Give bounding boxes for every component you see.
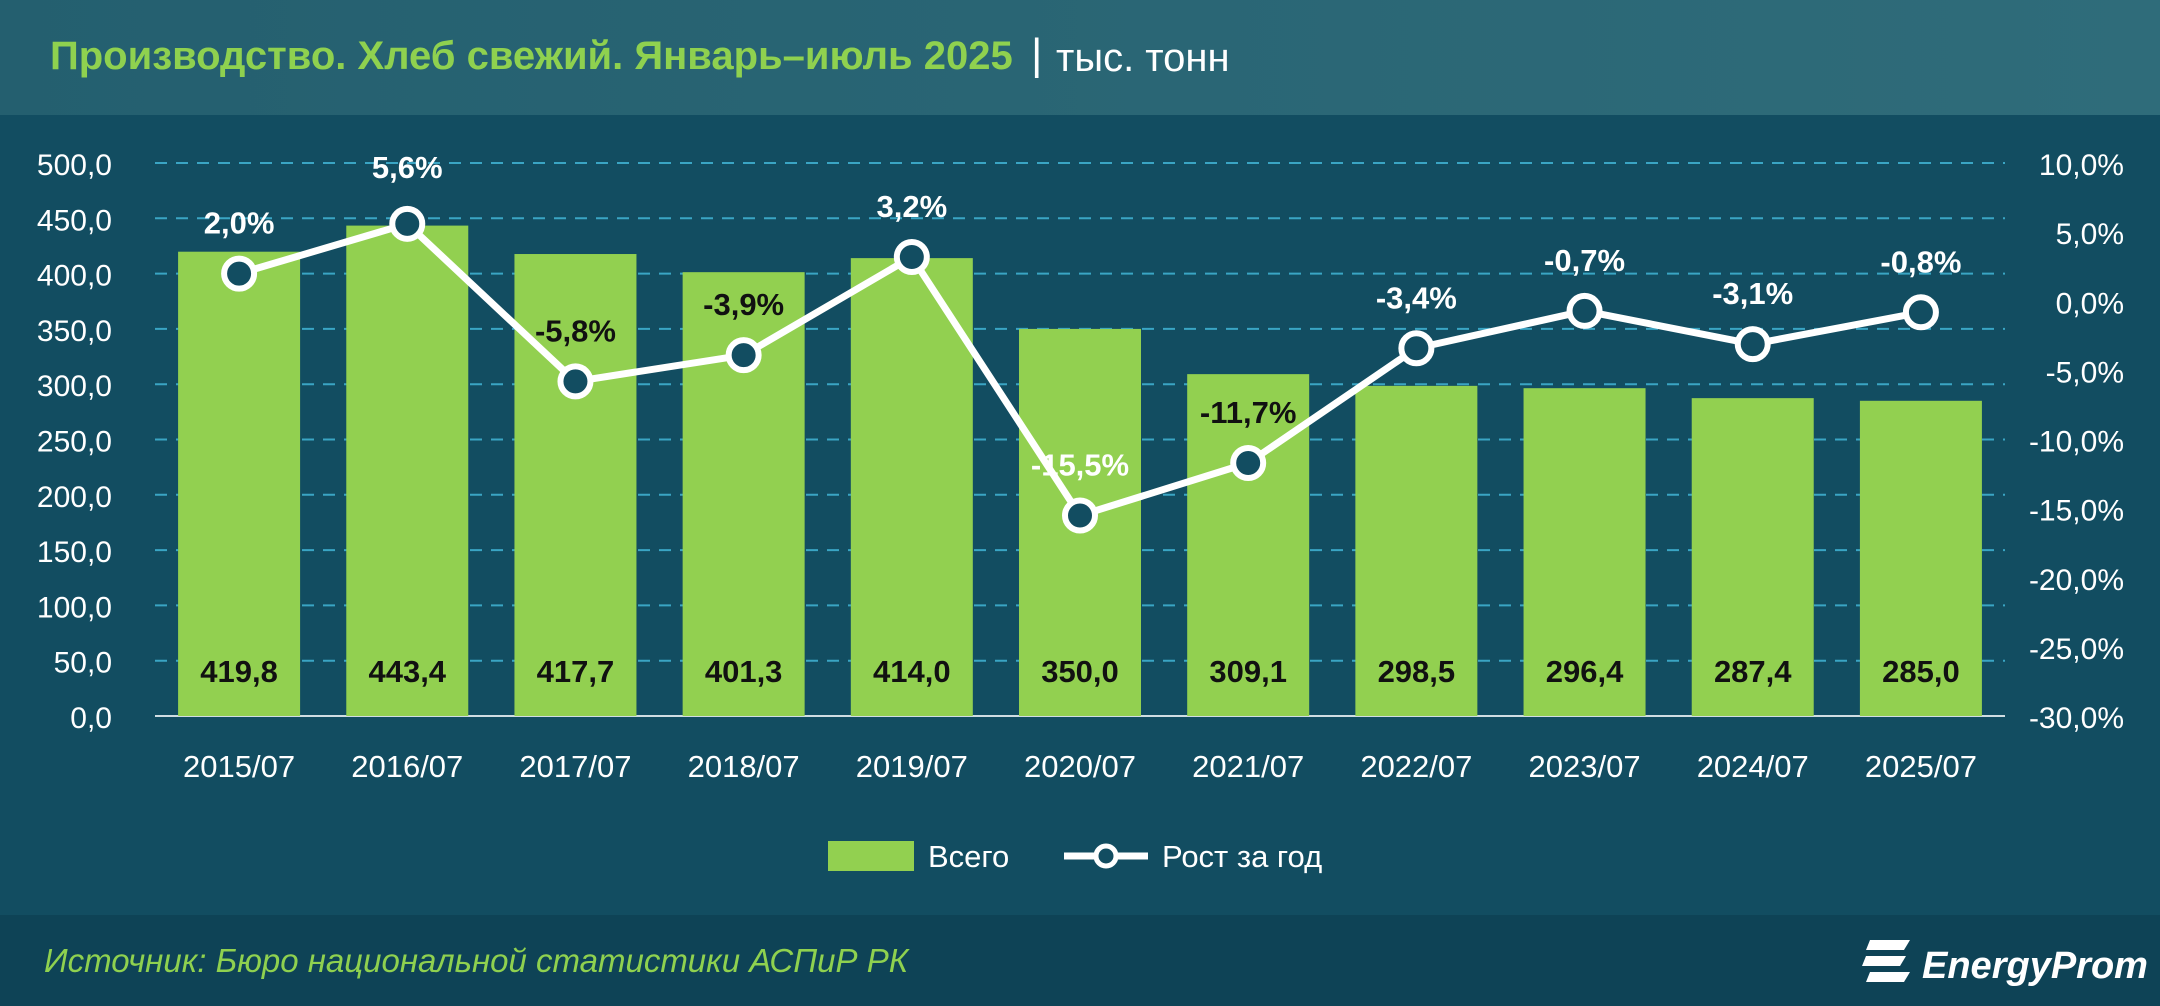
y-left-tick-label: 300,0 (37, 370, 112, 403)
combo-chart: 0,0 50,0 100,0 150,0 200,0 250,0 300,0 350,0 400… (37, 149, 2124, 874)
growth-value-label: -3,4% (1376, 280, 1457, 315)
x-tick-label: 2019/07 (856, 749, 968, 784)
y-right-tick-label: -20,0% (2029, 564, 2124, 597)
chart-footer (0, 915, 2160, 1006)
y-left-tick-label: 400,0 (37, 260, 112, 293)
y-right-tick-label: 5,0% (2056, 218, 2124, 251)
x-tick-label: 2022/07 (1360, 749, 1472, 784)
growth-value-label: -5,8% (535, 313, 616, 348)
y-right-tick-label: -5,0% (2046, 356, 2124, 389)
x-tick-label: 2024/07 (1697, 749, 1809, 784)
source-note: Источник: Бюро национальной статистики А… (44, 942, 909, 979)
growth-point (1734, 326, 1771, 363)
growth-point (893, 239, 930, 276)
legend-label-growth: Рост за год (1162, 839, 1322, 874)
growth-value-label: -11,7% (1200, 395, 1297, 430)
bar-value-label: 443,4 (368, 654, 446, 689)
chart-title: Производство. Хлеб свежий. Январь–июль 2… (50, 34, 1013, 78)
bar (1523, 388, 1646, 716)
growth-point (1398, 330, 1435, 367)
growth-value-label: -0,8% (1880, 244, 1961, 279)
bar (1691, 398, 1814, 716)
bar (514, 254, 637, 716)
bar-value-label: 350,0 (1041, 654, 1119, 689)
x-tick-label: 2015/07 (183, 749, 295, 784)
y-right-tick-label: 0,0% (2056, 287, 2124, 320)
x-tick-label: 2017/07 (519, 749, 631, 784)
bar-value-label: 285,0 (1882, 654, 1960, 689)
logo-text: EnergyProm (1922, 945, 2148, 987)
y-right-tick-label: -10,0% (2029, 426, 2124, 459)
title-separator: | (1031, 30, 1043, 79)
chart-header (0, 0, 2160, 115)
bar-value-label: 287,4 (1714, 654, 1792, 689)
bar-value-label: 419,8 (200, 654, 278, 689)
y-left-tick-label: 200,0 (37, 481, 112, 514)
bar-value-label: 417,7 (537, 654, 615, 689)
growth-value-label: 5,6% (372, 150, 443, 185)
legend-swatch-bars (828, 841, 914, 871)
growth-value-label: 3,2% (876, 189, 947, 224)
growth-value-label: -15,5% (1031, 448, 1129, 483)
x-tick-label: 2020/07 (1024, 749, 1136, 784)
growth-value-label: -0,7% (1544, 243, 1625, 278)
x-tick-label: 2016/07 (351, 749, 463, 784)
energyprom-logo-icon (1862, 940, 1910, 982)
growth-point (389, 205, 426, 242)
growth-point (1230, 445, 1267, 482)
bar-value-label: 414,0 (873, 654, 951, 689)
bar (178, 251, 301, 716)
x-tick-label: 2021/07 (1192, 749, 1304, 784)
growth-point (557, 363, 594, 400)
legend-marker-growth (1093, 843, 1119, 869)
chart-unit: тыс. тонн (1056, 36, 1230, 80)
y-left-tick-label: 50,0 (54, 647, 112, 680)
growth-value-label: -3,1% (1712, 276, 1793, 311)
bar-value-label: 298,5 (1378, 654, 1456, 689)
y-right-tick-label: -30,0% (2029, 702, 2124, 735)
y-left-tick-label: 0,0 (70, 702, 112, 735)
bar-value-label: 296,4 (1546, 654, 1624, 689)
x-tick-label: 2018/07 (688, 749, 800, 784)
bar-value-label: 309,1 (1209, 654, 1287, 689)
growth-point (1566, 292, 1603, 329)
bar (1355, 385, 1478, 716)
y-left-tick-label: 450,0 (37, 204, 112, 237)
bar (346, 225, 469, 716)
growth-point (725, 337, 762, 374)
y-left-tick-label: 350,0 (37, 315, 112, 348)
y-left-tick-label: 250,0 (37, 426, 112, 459)
growth-point (1062, 497, 1098, 534)
y-right-tick-label: -15,0% (2029, 495, 2124, 528)
x-tick-label: 2025/07 (1865, 749, 1977, 784)
bar-value-label: 401,3 (705, 654, 783, 689)
growth-value-label: -3,9% (703, 287, 784, 322)
y-right-tick-label: -25,0% (2029, 633, 2124, 666)
y-left-tick-label: 150,0 (37, 536, 112, 569)
y-left-tick-label: 500,0 (37, 149, 112, 182)
y-left-tick-label: 100,0 (37, 591, 112, 624)
bar (1859, 400, 1982, 716)
bar (850, 258, 973, 716)
growth-point (221, 255, 258, 292)
legend-label-bars: Всего (928, 839, 1009, 874)
y-right-tick-label: 10,0% (2039, 149, 2124, 182)
growth-value-label: 2,0% (204, 206, 275, 241)
x-tick-label: 2023/07 (1529, 749, 1641, 784)
growth-point (1902, 294, 1939, 331)
